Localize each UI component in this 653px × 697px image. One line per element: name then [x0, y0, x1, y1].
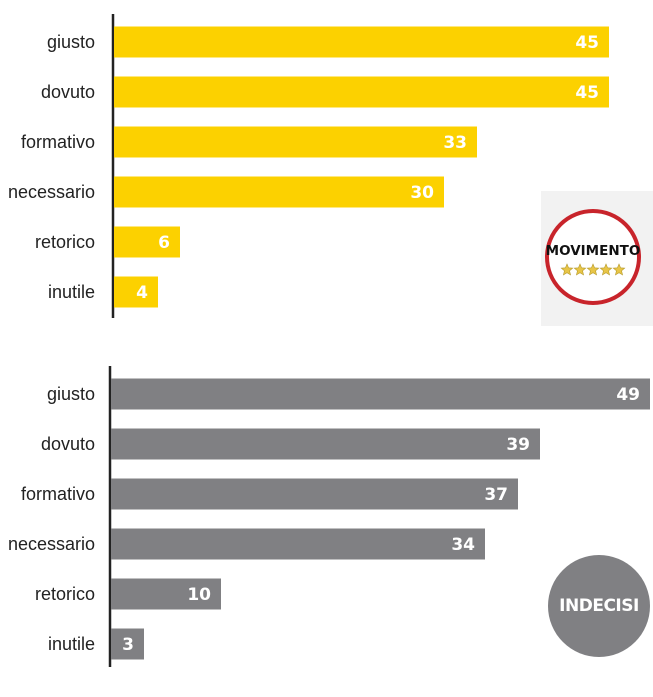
- category-label: formativo: [21, 132, 95, 152]
- value-label: 33: [443, 133, 467, 153]
- bar-dovuto: [114, 76, 609, 108]
- value-label: 6: [158, 233, 170, 253]
- category-label: inutile: [48, 634, 95, 654]
- bar-formativo: [114, 126, 477, 158]
- category-label: retorico: [35, 584, 95, 604]
- movimento-logo-panel: MOVIMENTO: [541, 191, 653, 326]
- star-icon: [560, 263, 574, 276]
- bar-inutile: [114, 276, 158, 308]
- category-label: dovuto: [41, 82, 95, 102]
- category-label: necessario: [8, 182, 95, 202]
- bar-formativo: [111, 478, 518, 510]
- star-icon: [586, 263, 600, 276]
- category-label: giusto: [47, 384, 95, 404]
- category-label: giusto: [47, 32, 95, 52]
- value-label: 37: [484, 485, 508, 505]
- indecisi-badge: INDECISI: [548, 555, 650, 657]
- value-label: 4: [136, 283, 148, 303]
- bar-dovuto: [111, 428, 540, 460]
- value-label: 39: [506, 435, 530, 455]
- logo-stars-icon: [560, 263, 626, 276]
- value-label: 45: [575, 33, 599, 53]
- bar-necessario: [111, 528, 485, 560]
- movimento-logo-icon: MOVIMENTO: [545, 209, 641, 305]
- value-label: 34: [451, 535, 475, 555]
- indecisi-badge-label: INDECISI: [559, 596, 639, 616]
- bar-giusto: [111, 378, 650, 410]
- value-label: 49: [616, 385, 640, 405]
- value-label: 10: [187, 585, 211, 605]
- category-label: necessario: [8, 534, 95, 554]
- category-label: dovuto: [41, 434, 95, 454]
- chart-movimento: giusto 45 dovuto 45 formativo 33 necessario 30 r…: [8, 14, 609, 318]
- star-icon: [612, 263, 626, 276]
- star-icon: [573, 263, 587, 276]
- movimento-logo-text: MOVIMENTO: [546, 243, 641, 259]
- bar-retorico: [114, 226, 180, 258]
- category-label: formativo: [21, 484, 95, 504]
- bar-retorico: [111, 578, 221, 610]
- bar-giusto: [114, 26, 609, 58]
- chart-indecisi: giusto 49 dovuto 39 formativo 37 necessario 34 r…: [8, 366, 650, 667]
- value-label: 45: [575, 83, 599, 103]
- value-label: 3: [122, 635, 134, 655]
- value-label: 30: [410, 183, 434, 203]
- category-label: retorico: [35, 232, 95, 252]
- star-icon: [599, 263, 613, 276]
- bar-inutile: [111, 628, 144, 660]
- bar-necessario: [114, 176, 444, 208]
- category-label: inutile: [48, 282, 95, 302]
